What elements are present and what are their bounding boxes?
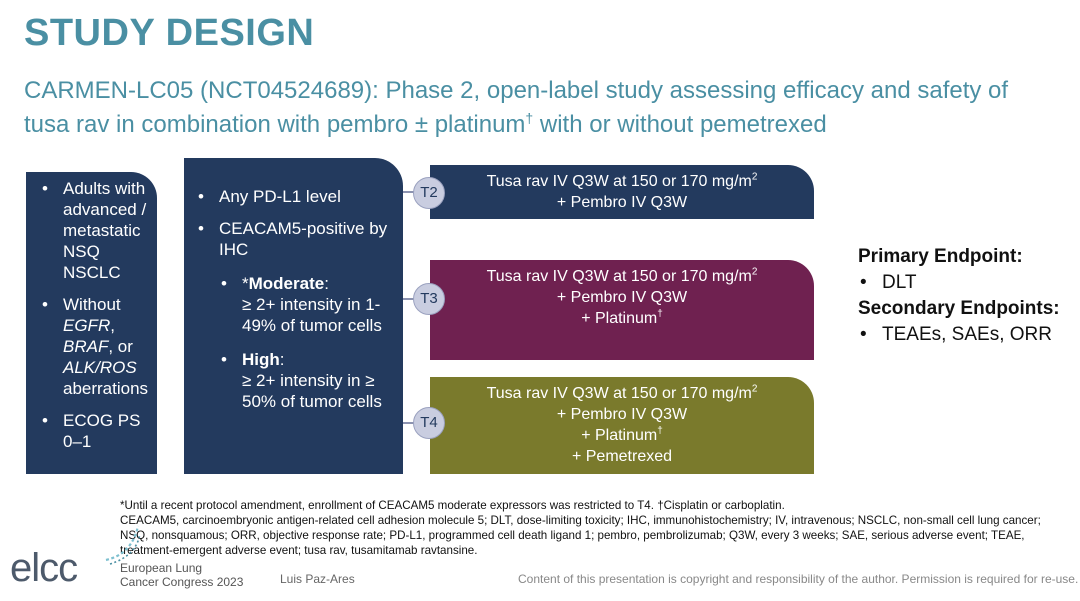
subtitle-text-end: with or without pemetrexed <box>533 111 827 138</box>
arm-line: Tusa rav IV Q3W at 150 or 170 mg/m2 <box>430 171 814 192</box>
elcc-logo: elcc <box>10 546 78 590</box>
congress-name: European Lung Cancer Congress 2023 <box>120 561 243 589</box>
high-level: High: ≥ 2+ intensity in ≥ 50% of tumor ce… <box>219 349 395 412</box>
biomarker-list: Any PD-L1 level CEACAM5-positive by IHC … <box>196 186 395 412</box>
superscript: 2 <box>751 171 758 183</box>
eligibility-list: Adults with advanced / metastatic NSQ NS… <box>40 178 151 452</box>
superscript: † <box>657 308 663 320</box>
text: + Platinum <box>581 427 658 444</box>
arm-line: + Pembro IV Q3W <box>556 194 688 211</box>
gene-alk-ros: ALK/ROS <box>63 358 137 377</box>
congress-line: Cancer Congress 2023 <box>120 575 244 589</box>
text: DLT <box>882 272 917 293</box>
arm-t2-badge: T2 <box>413 177 445 209</box>
text: aberrations <box>63 379 149 398</box>
footnote-line: *Until a recent protocol amendment, enro… <box>120 499 785 512</box>
arm-line: Tusa rav IV Q3W at 150 or 170 mg/m2 <box>430 266 814 287</box>
arm-line: + Pemetrexed <box>571 448 673 465</box>
arm-line: + Platinum† <box>430 308 814 329</box>
logo-arc-icon <box>105 525 141 565</box>
level-label: High <box>242 350 280 369</box>
biomarker-box: Any PD-L1 level CEACAM5-positive by IHC … <box>184 158 403 474</box>
moderate-level: *Moderate: ≥ 2+ intensity in 1-49% of tum… <box>219 273 395 336</box>
endpoints-panel: Primary Endpoint: • DLT Secondary Endpoin… <box>858 244 1060 348</box>
superscript: 2 <box>751 383 758 395</box>
arm-line: Tusa rav IV Q3W at 150 or 170 mg/m2 <box>430 383 814 404</box>
superscript: 2 <box>751 266 758 278</box>
slide-subtitle: CARMEN-LC05 (NCT04524689): Phase 2, open… <box>24 74 1054 142</box>
biomarker-item: CEACAM5-positive by IHC *Moderate: ≥ 2+ i… <box>196 218 395 412</box>
text: TEAEs, SAEs, ORR <box>882 324 1052 345</box>
level-text: ≥ 2+ intensity in ≥ 50% of tumor cells <box>242 371 382 411</box>
level-label: Moderate <box>248 274 325 293</box>
gene-egfr: EGFR <box>63 316 111 335</box>
subtitle-text: CARMEN-LC05 (NCT04524689): Phase 2, open… <box>24 77 1009 138</box>
biomarker-item: Any PD-L1 level <box>196 186 395 207</box>
superscript: † <box>657 425 663 437</box>
text: : <box>279 350 285 369</box>
primary-endpoint-label: Primary Endpoint: <box>858 246 1023 267</box>
ceacam5-levels: *Moderate: ≥ 2+ intensity in 1-49% of tum… <box>219 273 395 412</box>
text: + Platinum <box>581 310 658 327</box>
arm-line: + Pembro IV Q3W <box>556 406 688 423</box>
text: , <box>110 316 115 335</box>
text: Tusa rav IV Q3W at 150 or 170 mg/m <box>486 173 752 190</box>
asterisk: * <box>242 274 249 293</box>
slide-title: STUDY DESIGN <box>24 12 315 54</box>
dagger-mark: † <box>525 110 534 126</box>
secondary-endpoint-item: • TEAEs, SAEs, ORR <box>858 322 1060 348</box>
footnote: *Until a recent protocol amendment, enro… <box>120 498 1072 558</box>
arm-t2-box: Tusa rav IV Q3W at 150 or 170 mg/m2 + Pe… <box>430 165 814 219</box>
arm-t4-box: Tusa rav IV Q3W at 150 or 170 mg/m2 + Pe… <box>430 377 814 474</box>
text: : <box>324 274 329 293</box>
text: Tusa rav IV Q3W at 150 or 170 mg/m <box>486 385 752 402</box>
congress-line: European Lung <box>120 561 203 575</box>
text: Tusa rav IV Q3W at 150 or 170 mg/m <box>486 268 752 285</box>
primary-endpoint-item: • DLT <box>858 270 1060 296</box>
secondary-endpoint-label: Secondary Endpoints: <box>858 298 1060 319</box>
arm-line: + Pembro IV Q3W <box>556 289 688 306</box>
bullet: • <box>860 272 867 293</box>
eligibility-box: Adults with advanced / metastatic NSQ NS… <box>26 172 157 474</box>
arm-line: + Platinum† <box>430 425 814 446</box>
eligibility-item: Without EGFR, BRAF, or ALK/ROS aberratio… <box>40 294 151 399</box>
abbreviations: CEACAM5, carcinoembryonic antigen-relate… <box>120 514 1041 557</box>
eligibility-item: ECOG PS 0–1 <box>40 410 151 452</box>
copyright-notice: Content of this presentation is copyrigh… <box>518 572 1079 586</box>
text: , or <box>108 337 133 356</box>
text: Without <box>63 295 121 314</box>
text: CEACAM5-positive by IHC <box>219 219 388 259</box>
eligibility-item: Adults with advanced / metastatic NSQ NS… <box>40 178 151 283</box>
bullet: • <box>860 324 867 345</box>
arm-t3-badge: T3 <box>413 283 445 315</box>
arm-t4-badge: T4 <box>413 407 445 439</box>
arm-t3-box: Tusa rav IV Q3W at 150 or 170 mg/m2 + Pe… <box>430 260 814 360</box>
level-text: ≥ 2+ intensity in 1-49% of tumor cells <box>242 295 382 335</box>
author-name: Luis Paz-Ares <box>280 572 355 586</box>
gene-braf: BRAF <box>63 337 109 356</box>
